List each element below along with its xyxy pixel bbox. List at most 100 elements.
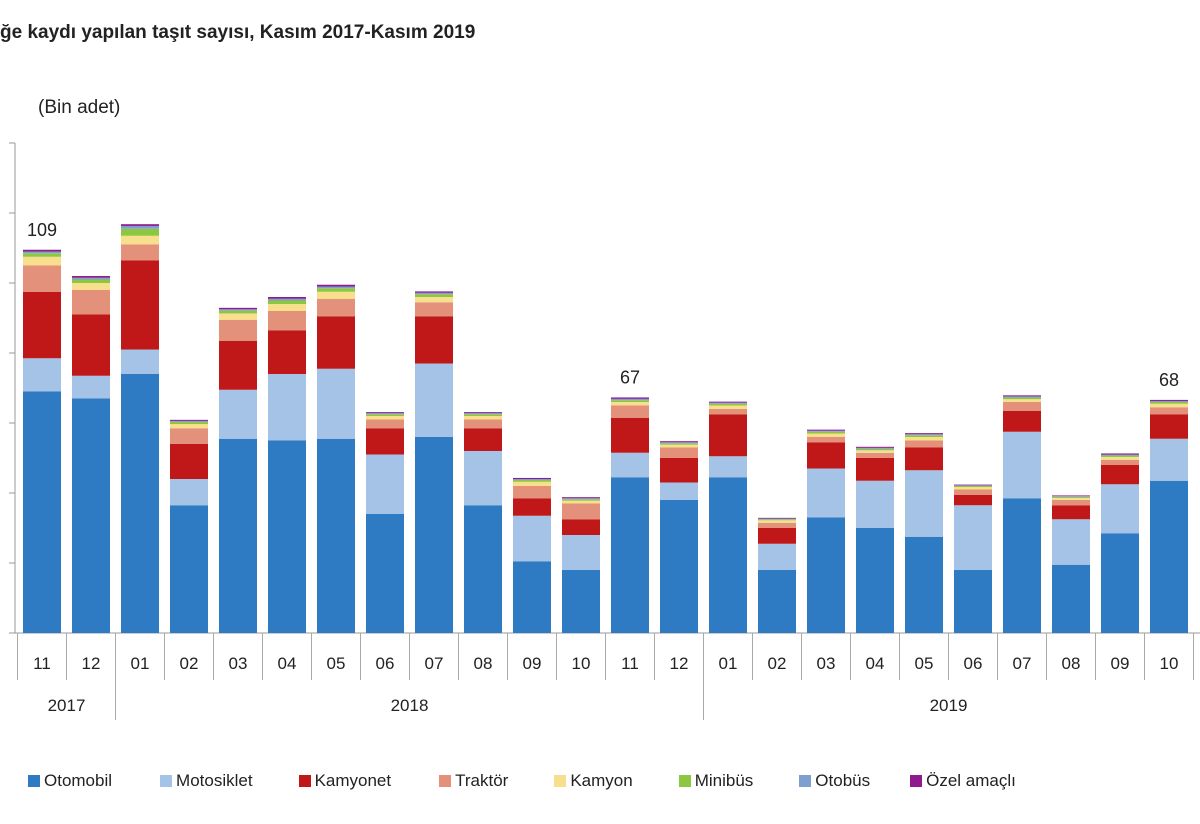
bar-segment-otomobil [709, 477, 747, 633]
x-tick-label: 07 [1013, 654, 1032, 673]
bar-segment-motosiklet [366, 454, 404, 514]
x-tick-label: 12 [82, 654, 101, 673]
legend-item: Özel amaçlı [910, 771, 1016, 791]
bar-segment--zel-ama-l- [170, 419, 208, 421]
x-tick-label: 07 [425, 654, 444, 673]
legend-item: Kamyon [554, 771, 633, 791]
bar-segment-motosiklet [219, 389, 257, 439]
bar-segment-kamyonet [72, 314, 110, 376]
bar-segment-otomobil [954, 570, 992, 633]
x-tick-label: 06 [964, 654, 983, 673]
bar-segment-otob-s [807, 430, 845, 432]
x-tick-label: 09 [523, 654, 542, 673]
legend-label: Otomobil [44, 771, 113, 790]
bar-segment-kamyon [660, 444, 698, 448]
bar-segment-otomobil [23, 391, 61, 633]
bar-segment-minib-s [72, 279, 110, 283]
bar-segment-kamyonet [611, 417, 649, 453]
bar-segment--zel-ama-l- [219, 307, 257, 310]
bar-segment-kamyonet [170, 444, 208, 479]
legend-item: Motosiklet [160, 771, 253, 791]
legend-swatch [298, 775, 311, 787]
x-tick-label: 11 [621, 654, 639, 673]
bar-segment-motosiklet [709, 456, 747, 478]
bar-segment-trakt-r [513, 486, 551, 499]
bar-segment-kamyonet [366, 428, 404, 455]
bar-segment-minib-s [1003, 397, 1041, 400]
bar-segment--zel-ama-l- [415, 291, 453, 293]
bar-segment-trakt-r [464, 419, 502, 429]
bar-segment-motosiklet [1101, 484, 1139, 534]
bar-segment-kamyon [709, 405, 747, 409]
bar-segment-minib-s [170, 421, 208, 425]
bar-segment-otomobil [1101, 533, 1139, 633]
bar-segment--zel-ama-l- [1150, 399, 1188, 401]
bar-segment--zel-ama-l- [856, 446, 894, 448]
legend-swatch [910, 775, 923, 787]
bar-segment-kamyonet [1003, 410, 1041, 432]
bar-segment-minib-s [317, 288, 355, 292]
bar-segment-trakt-r [1150, 407, 1188, 415]
bar-segment--zel-ama-l- [366, 412, 404, 414]
bar-segment-otomobil [415, 437, 453, 633]
bar-segment-motosiklet [268, 374, 306, 441]
bar-segment-motosiklet [611, 452, 649, 478]
bar-segment-trakt-r [121, 244, 159, 261]
legend-swatch [678, 775, 691, 787]
bar-segment-kamyon [317, 291, 355, 299]
bar-segment-kamyon [905, 437, 943, 441]
year-label: 2018 [391, 696, 429, 715]
chart-legend: Otomobil Motosiklet Kamyonet Traktör Kamyon M… [28, 768, 1200, 794]
legend-swatch [554, 775, 567, 787]
x-tick-label: 03 [229, 654, 248, 673]
bar-segment-motosiklet [758, 543, 796, 570]
bar-segment-trakt-r [954, 489, 992, 495]
bar-segment-otomobil [219, 438, 257, 633]
bar-segment-minib-s [1052, 496, 1090, 498]
bar-segment-minib-s [611, 400, 649, 402]
bar-segment-kamyon [72, 283, 110, 290]
bar-segment-kamyon [1150, 403, 1188, 408]
bar-segment-otomobil [317, 438, 355, 633]
bar-segment-trakt-r [660, 447, 698, 458]
bar-segment-otob-s [268, 298, 306, 301]
bar-segment-kamyon [856, 450, 894, 453]
bar-segment-otomobil [513, 561, 551, 633]
legend-label: Kamyon [570, 771, 633, 790]
bar-segment-trakt-r [1101, 459, 1139, 465]
bar-segment-trakt-r [905, 440, 943, 448]
bar-segment-kamyon [1003, 399, 1041, 402]
x-tick-label: 01 [131, 654, 150, 673]
bar-segment-otob-s [170, 420, 208, 422]
bar-segment-kamyonet [856, 458, 894, 481]
bar-segment-motosiklet [317, 368, 355, 439]
bar-segment-kamyonet [758, 528, 796, 544]
bar-segment-otomobil [268, 440, 306, 633]
bar-segment-otob-s [905, 434, 943, 436]
bar-segment-trakt-r [72, 290, 110, 315]
x-tick-label: 02 [768, 654, 787, 673]
bar-segment-otob-s [1101, 454, 1139, 456]
bar-segment--zel-ama-l- [1003, 395, 1041, 397]
bar-segment-otob-s [611, 398, 649, 401]
bar-segment-minib-s [954, 486, 992, 488]
bar-segment-kamyon [366, 416, 404, 420]
bar-segment-kamyon [415, 297, 453, 303]
bar-segment-otomobil [611, 477, 649, 633]
bar-segment-minib-s [219, 310, 257, 314]
bar-segment-otomobil [905, 536, 943, 633]
bar-segment-trakt-r [758, 522, 796, 528]
bar-segment-motosiklet [562, 535, 600, 570]
legend-label: Traktör [455, 771, 509, 790]
bar-segment-trakt-r [268, 311, 306, 331]
unit-label: (Bin adet) [38, 97, 121, 118]
bar-segment-trakt-r [366, 419, 404, 429]
legend-swatch [799, 775, 812, 787]
bar-segment-motosiklet [513, 515, 551, 562]
bar-segment-kamyonet [807, 442, 845, 469]
bar-segment-kamyon [1052, 497, 1090, 500]
bar-segment-kamyonet [317, 316, 355, 369]
bar-segment-kamyonet [1052, 505, 1090, 520]
bar-segment--zel-ama-l- [709, 401, 747, 403]
bar-segment-minib-s [807, 431, 845, 434]
